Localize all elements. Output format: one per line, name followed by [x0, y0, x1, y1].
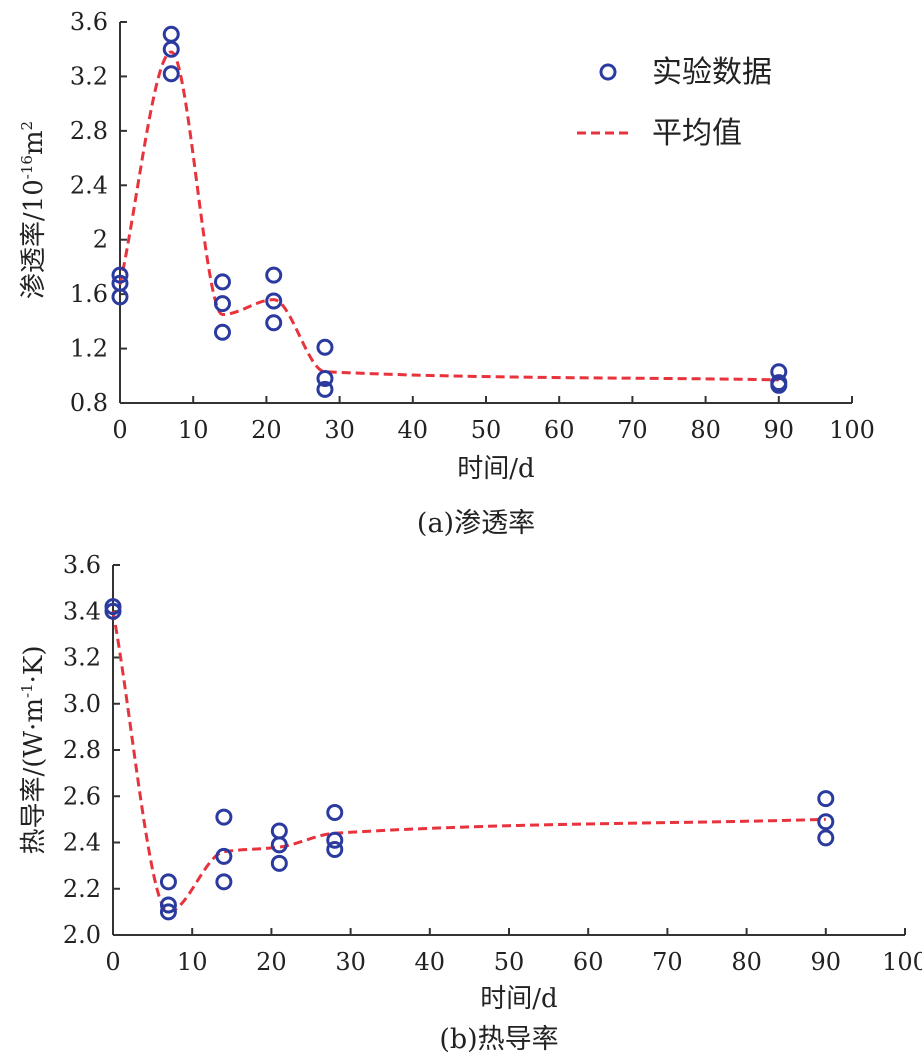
data-point [213, 295, 231, 313]
x-axis-label: 时间/d [480, 984, 557, 1014]
x-tick-label: 0 [105, 948, 120, 976]
x-axis-label: 时间/d [457, 454, 534, 484]
data-point [326, 831, 344, 849]
chart-permeability: 0 10 20 30 40 50 60 70 80 90 100 0.8 1.2 1.6 2 2.4 2.8 3.… [18, 8, 875, 539]
x-tick-label: 60 [544, 416, 575, 444]
chart-caption: (b)热导率 [439, 1024, 558, 1055]
data-point [265, 266, 283, 284]
chart-thermal-conductivity: 0 10 20 30 40 50 60 70 80 90 100 2.0 2.2 2.4 2.6 2.8 3.0… [18, 551, 922, 1055]
x-tick-label: 30 [324, 416, 355, 444]
data-point [316, 338, 334, 356]
data-point [159, 903, 177, 921]
legend-label-scatter: 实验数据 [652, 55, 772, 90]
x-tick-label: 50 [471, 416, 502, 444]
x-tick-label: 40 [398, 416, 429, 444]
data-point [162, 40, 180, 58]
data-point [215, 873, 233, 891]
x-tick-label: 90 [764, 416, 795, 444]
data-point [817, 829, 835, 847]
x-tick-label: 80 [690, 416, 721, 444]
x-tick-label: 30 [335, 948, 366, 976]
y-axis-label-unit: m [19, 130, 49, 155]
data-point [162, 65, 180, 83]
data-point [817, 813, 835, 831]
data-point [770, 376, 788, 394]
x-tick-label: 40 [415, 948, 446, 976]
x-tick-label: 10 [178, 416, 209, 444]
y-tick-label: 2.0 [63, 921, 101, 949]
x-tick-label: 60 [573, 948, 604, 976]
data-point [104, 602, 122, 620]
y-tick-label: 2.4 [70, 171, 108, 199]
data-point [213, 273, 231, 291]
chart-caption: (a)渗透率 [417, 508, 535, 539]
data-point [159, 896, 177, 914]
y-tick-label: 3.2 [63, 644, 101, 672]
data-point [270, 836, 288, 854]
y-tick-label: 2.6 [63, 782, 101, 810]
x-tick-label: 10 [177, 948, 208, 976]
data-point [159, 873, 177, 891]
x-tick-label: 20 [256, 948, 287, 976]
y-axis-label-main: 热导率/(W·m [19, 698, 49, 855]
y-tick-label: 3.2 [70, 62, 108, 90]
data-point [316, 380, 334, 398]
y-tick-label: 3.6 [63, 551, 101, 579]
y-axis-label: 热导率/(W·m-1·K) [18, 645, 49, 854]
data-point [265, 292, 283, 310]
y-tick-label: 1.2 [70, 335, 108, 363]
x-tick-label: 90 [811, 948, 842, 976]
y-tick-label: 2 [93, 226, 108, 254]
y-tick-label: 2.8 [63, 736, 101, 764]
y-axis-label-unit: ·K) [19, 645, 49, 683]
data-point [316, 370, 334, 388]
y-axis-label-superscript: -16 [18, 155, 36, 179]
y-tick-label: 2.2 [63, 875, 101, 903]
y-axis-label-unit-superscript: 2 [18, 121, 36, 131]
y-tick-label: 3.0 [63, 690, 101, 718]
x-tick-label: 100 [882, 948, 922, 976]
data-point [326, 840, 344, 858]
data-point [162, 25, 180, 43]
y-tick-label: 3.6 [70, 8, 108, 36]
legend-marker-scatter [599, 63, 617, 81]
y-axis-label: 渗透率/10-16m2 [18, 121, 49, 299]
y-tick-label: 2.4 [63, 829, 101, 857]
x-tick-label: 100 [829, 416, 875, 444]
legend-label-line: 平均值 [652, 116, 742, 151]
data-point [215, 847, 233, 865]
x-tick-label: 70 [617, 416, 648, 444]
y-axis-label-superscript: -1 [18, 683, 36, 698]
y-tick-label: 0.8 [70, 389, 108, 417]
x-tick-label: 0 [112, 416, 127, 444]
y-tick-label: 2.8 [70, 117, 108, 145]
y-axis-label-main: 渗透率/10 [19, 179, 49, 299]
y-tick-label: 3.4 [63, 597, 101, 625]
data-point [265, 314, 283, 332]
x-tick-label: 70 [652, 948, 683, 976]
data-point [270, 822, 288, 840]
data-point [326, 803, 344, 821]
data-point [111, 266, 129, 284]
x-tick-label: 80 [731, 948, 762, 976]
data-point [270, 854, 288, 872]
data-point [215, 808, 233, 826]
data-point [213, 323, 231, 341]
mean-line [111, 610, 826, 914]
x-tick-label: 20 [251, 416, 282, 444]
y-tick-label: 1.6 [70, 280, 108, 308]
data-point [111, 288, 129, 306]
x-tick-label: 50 [494, 948, 525, 976]
data-point [817, 790, 835, 808]
mean-line [118, 50, 779, 382]
